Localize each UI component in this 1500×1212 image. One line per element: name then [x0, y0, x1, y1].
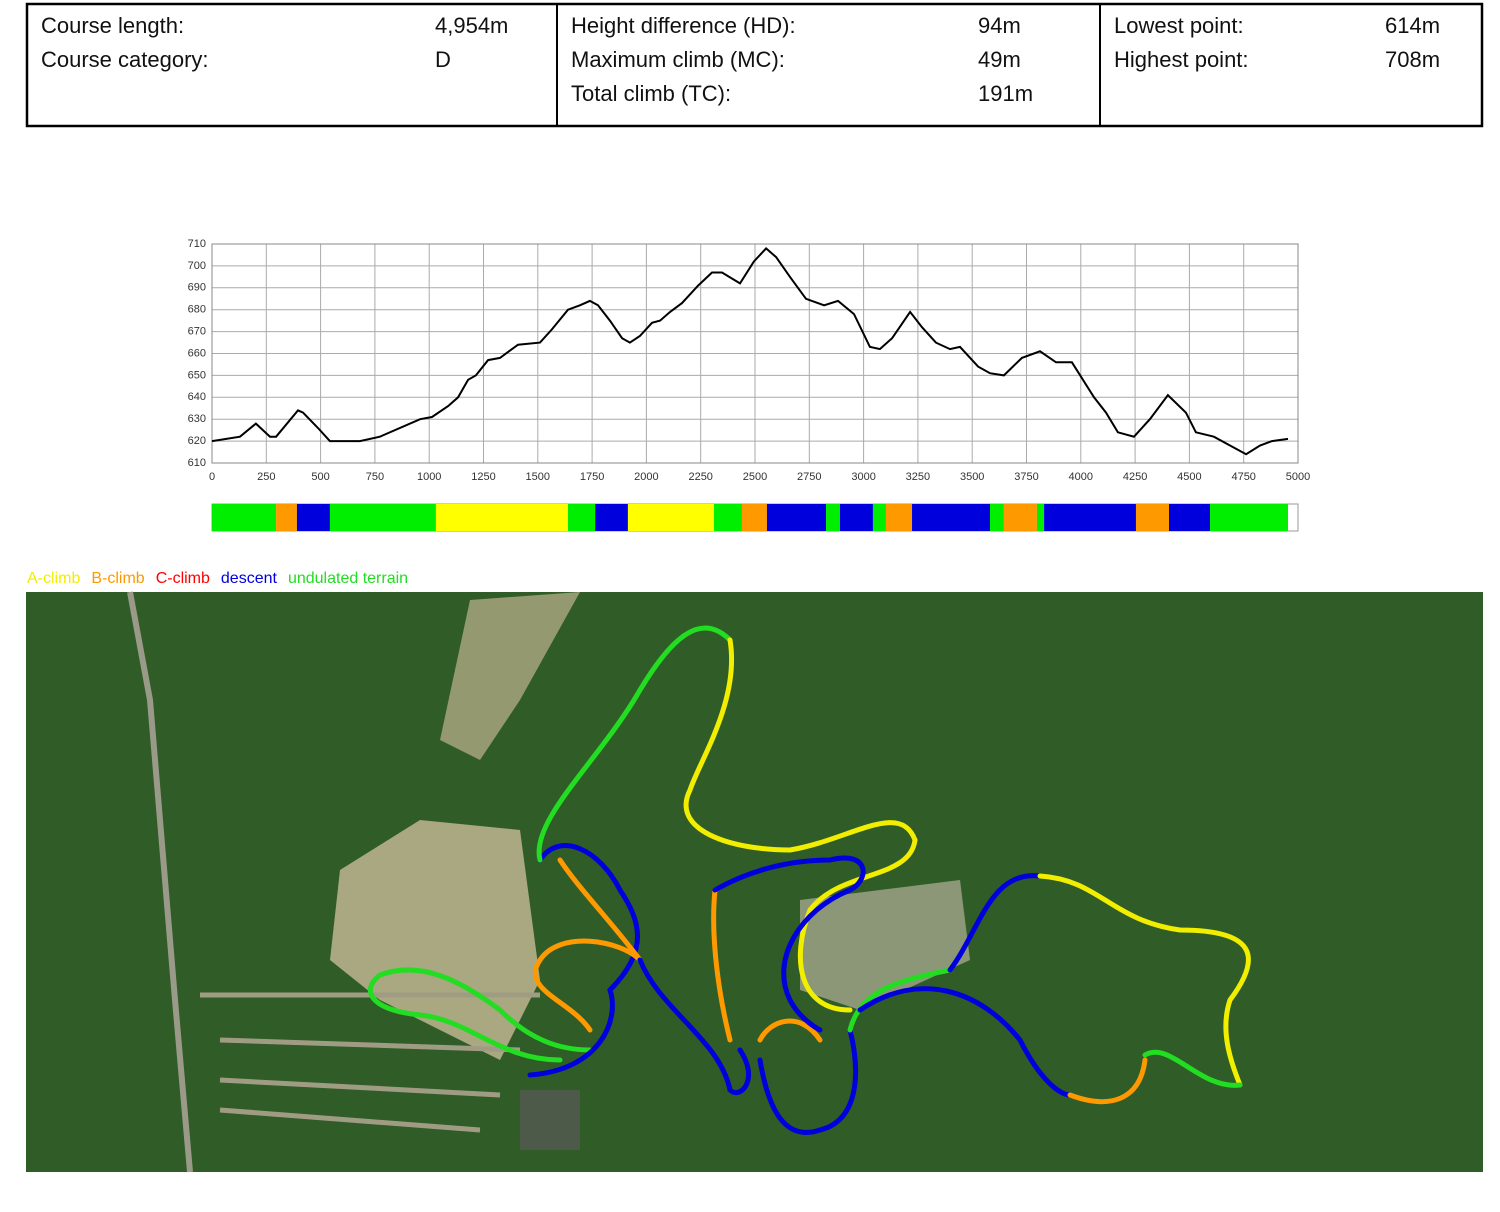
x-tick-label: 1000 [417, 471, 441, 483]
terrain-segment [1044, 504, 1136, 531]
stat-value: 614m [1385, 13, 1440, 38]
x-tick-label: 2500 [743, 471, 767, 483]
y-tick-label: 680 [188, 304, 206, 316]
x-tick-label: 4000 [1069, 471, 1093, 483]
terrain-segment [990, 504, 1004, 531]
x-tick-label: 1500 [526, 471, 550, 483]
terrain-segment [872, 504, 886, 531]
stat-value: 191m [978, 81, 1033, 106]
y-tick-label: 630 [188, 413, 206, 425]
plot-frame [211, 243, 1299, 464]
stats-box [25, 2, 1484, 128]
y-tick-label: 710 [188, 238, 206, 250]
stat-value: 49m [978, 47, 1021, 72]
y-tick-label: 620 [188, 435, 206, 447]
stat-label: Highest point: [1114, 47, 1249, 72]
y-tick-label: 610 [188, 457, 206, 469]
terrain-segment [741, 504, 767, 531]
legend-entry: undulated terrain [288, 570, 408, 587]
x-tick-label: 3250 [906, 471, 930, 483]
terrain-segment [329, 504, 436, 531]
stat-label: Height difference (HD): [571, 13, 796, 38]
x-tick-label: 2000 [634, 471, 658, 483]
x-tick-label: 250 [257, 471, 275, 483]
terrain-segment [826, 504, 840, 531]
legend-entry: A-climb [27, 570, 80, 587]
map [26, 591, 1483, 1173]
stat-label: Course category: [41, 47, 209, 72]
map-building [520, 1090, 580, 1150]
course-path [367, 625, 1251, 1135]
y-tick-label: 700 [188, 260, 206, 272]
x-tick-label: 2750 [797, 471, 821, 483]
terrain-segment [885, 504, 913, 531]
terrain-segment [1168, 504, 1211, 531]
terrain-segment [1135, 504, 1169, 531]
x-tick-label: 5000 [1286, 471, 1310, 483]
terrain-segment [839, 504, 873, 531]
x-tick-label: 3000 [851, 471, 875, 483]
stat-label: Lowest point: [1114, 13, 1244, 38]
stat-value: 708m [1385, 47, 1440, 72]
x-tick-label: 2250 [688, 471, 712, 483]
terrain-segment [567, 504, 596, 531]
x-tick-label: 1250 [471, 471, 495, 483]
terrain-segment [212, 504, 277, 531]
y-tick-label: 670 [188, 326, 206, 338]
legend-entry: C-climb [156, 570, 210, 587]
legend-entry: descent [221, 570, 278, 587]
stat-label: Total climb (TC): [571, 81, 731, 106]
legend-entry: B-climb [91, 570, 144, 587]
stat-value: 94m [978, 13, 1021, 38]
x-tick-label: 4750 [1231, 471, 1255, 483]
terrain-segment [1003, 504, 1037, 531]
terrain-segment [435, 504, 568, 531]
stat-value: D [435, 47, 451, 72]
terrain-segment [1036, 504, 1045, 531]
x-tick-label: 4250 [1123, 471, 1147, 483]
terrain-segment [1210, 504, 1289, 531]
terrain-segment [276, 504, 297, 531]
y-tick-label: 690 [188, 282, 206, 294]
x-tick-label: 3500 [960, 471, 984, 483]
map-road [127, 591, 193, 1173]
stat-value: 4,954m [435, 13, 508, 38]
x-tick-label: 750 [366, 471, 384, 483]
stat-label: Course length: [41, 13, 184, 38]
terrain-segment [713, 504, 742, 531]
terrain-segment [595, 504, 628, 531]
x-tick-label: 0 [209, 471, 215, 483]
x-tick-label: 1750 [580, 471, 604, 483]
terrain-segment [627, 504, 714, 531]
terrain-segment [296, 504, 330, 531]
terrain-segment [766, 504, 827, 531]
stat-label: Maximum climb (MC): [571, 47, 785, 72]
elevation-line [211, 247, 1289, 456]
map-clearing [800, 880, 970, 1010]
y-tick-label: 660 [188, 347, 206, 359]
terrain-segment [912, 504, 991, 531]
x-tick-label: 4500 [1177, 471, 1201, 483]
y-tick-label: 640 [188, 391, 206, 403]
map-clearing [440, 592, 580, 760]
map-background [26, 592, 1483, 1172]
x-tick-label: 3750 [1014, 471, 1038, 483]
y-tick-label: 650 [188, 369, 206, 381]
x-tick-label: 500 [311, 471, 329, 483]
